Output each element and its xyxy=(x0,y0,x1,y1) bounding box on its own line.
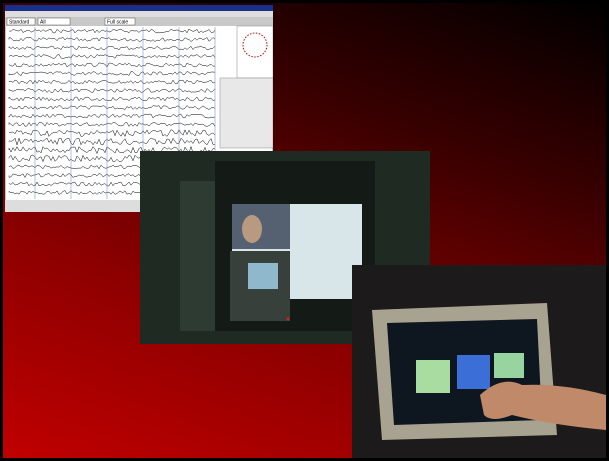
eeg-trace xyxy=(8,96,216,102)
eeg-trace xyxy=(8,122,216,127)
eeg-trace xyxy=(8,54,216,59)
touchscreen-photo xyxy=(352,265,606,458)
monitor-photo xyxy=(140,151,430,344)
eeg-trace xyxy=(8,105,216,110)
toolbar-text: Full scale xyxy=(107,20,128,26)
eeg-trace xyxy=(8,79,216,85)
eeg-trace xyxy=(8,88,216,93)
eeg-trace xyxy=(8,45,216,51)
toolbar-text: All xyxy=(40,20,46,26)
eeg-trace xyxy=(8,62,216,68)
eeg-trace xyxy=(8,145,216,155)
eeg-trace xyxy=(8,137,216,146)
eeg-trace xyxy=(8,129,216,138)
eeg-trace xyxy=(8,113,216,119)
eeg-trace xyxy=(8,28,216,34)
toolbar-text: Standard xyxy=(9,20,30,26)
eeg-trace xyxy=(8,37,216,42)
eeg-trace xyxy=(8,71,216,76)
